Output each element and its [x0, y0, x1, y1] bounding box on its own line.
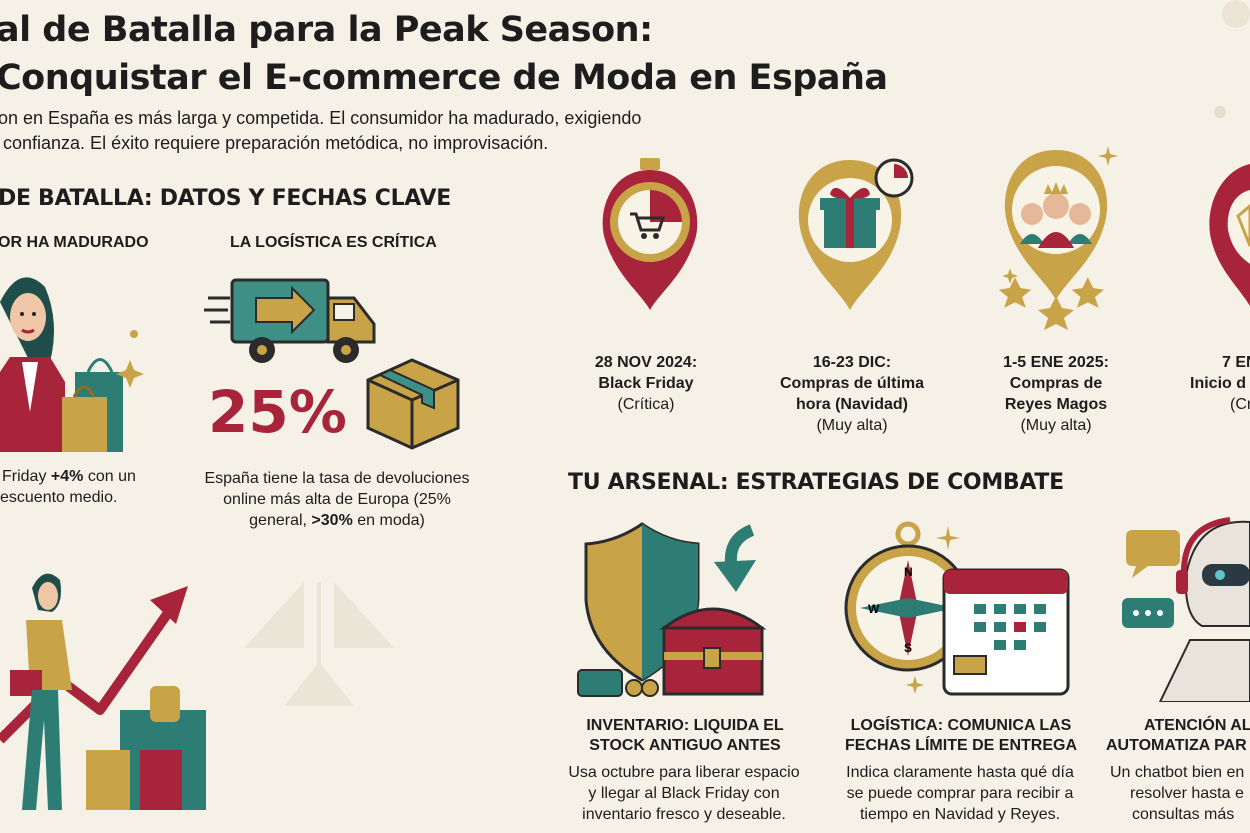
black-friday-stopwatch-icon	[602, 158, 698, 310]
svg-text:N: N	[904, 565, 913, 579]
sale-tag-pin-icon	[1209, 164, 1250, 306]
page-title-line2: Conquistar el E-commerce de Moda en Espa…	[0, 58, 888, 98]
svg-text:S: S	[904, 641, 912, 655]
sparkle-icon	[906, 676, 924, 694]
chatbot-robot-icon	[1122, 517, 1250, 702]
woman-shopping-illustration	[0, 277, 144, 452]
date-black-friday: 28 NOV 2024: Black Friday (Crítica)	[594, 354, 698, 413]
sparkle-icon	[1002, 268, 1018, 284]
consumer-text: Friday +4% con un escuento medio.	[0, 468, 136, 506]
consumer-title: OR HA MADURADO	[0, 234, 149, 251]
strategy-logistica: LOGÍSTICA: COMUNICA LAS FECHAS LÍMITE DE…	[844, 717, 1077, 823]
returns-stat: 25%	[208, 378, 347, 446]
package-box-icon	[366, 358, 460, 450]
compass-calendar-icon: N W E S	[844, 521, 1070, 696]
decorative-dots	[1214, 0, 1250, 118]
sparkle-icon	[1098, 146, 1118, 166]
svg-text:W: W	[868, 602, 880, 616]
intro-text: on en España es más larga y competida. E…	[0, 108, 642, 153]
strategy-inventario: INVENTARIO: LIQUIDA EL STOCK ANTIGUO ANT…	[568, 717, 800, 823]
delivery-truck-icon	[204, 278, 376, 363]
date-reyes: 1-5 ENE 2025: Compras de Reyes Magos (Muy a…	[1003, 354, 1109, 434]
sparkle-icon	[936, 526, 960, 550]
christmas-gift-icon	[798, 158, 914, 310]
growth-woman-illustration	[0, 573, 206, 810]
date-rebajas: 7 ENEInicio d(Cr	[1190, 354, 1250, 413]
data-section-heading: DE BATALLA: DATOS Y FECHAS CLAVE	[0, 186, 451, 211]
logistics-text: España tiene la tasa de devoluciones onl…	[204, 470, 470, 529]
three-kings-icon	[998, 150, 1108, 330]
arsenal-heading: TU ARSENAL: ESTRATEGIAS DE COMBATE	[568, 470, 1064, 495]
strategy-atencion: ATENCIÓN AL AUTOMATIZA PAR Un chatbot bi…	[1106, 717, 1250, 823]
inventory-shield-chest-icon	[577, 522, 767, 697]
date-navidad: 16-23 DIC: Compras de última hora (Navidad…	[779, 354, 925, 434]
logistics-title: LA LOGÍSTICA ES CRÍTICA	[230, 234, 437, 251]
page-title-line1: al de Batalla para la Peak Season:	[0, 10, 653, 50]
watermark-logo	[244, 582, 394, 706]
